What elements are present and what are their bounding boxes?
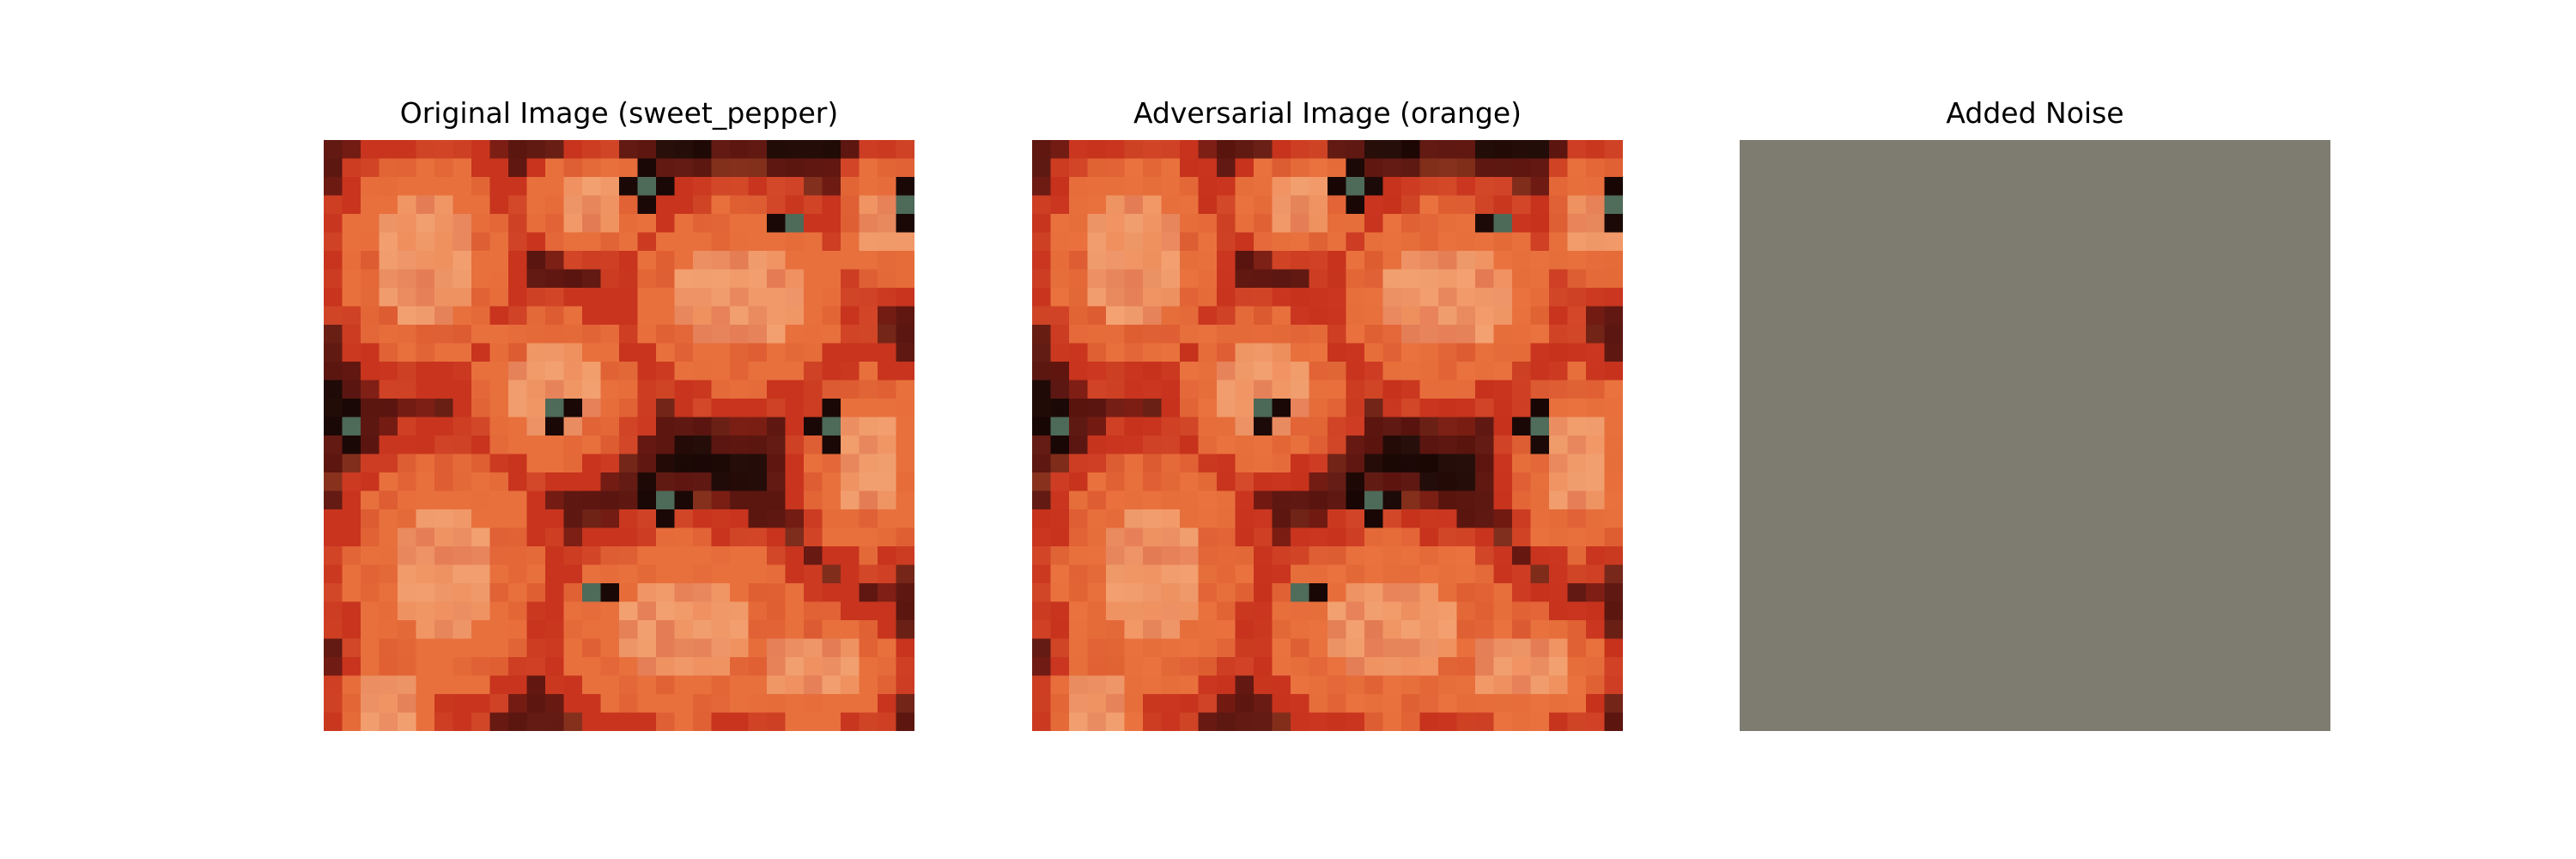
adversarial-image	[1032, 140, 1623, 731]
original-image-panel: Original Image (sweet_pepper)	[324, 0, 914, 859]
original-image	[324, 140, 914, 731]
added-noise-title: Added Noise	[1946, 96, 2124, 130]
added-noise-panel: Added Noise	[1740, 0, 2330, 859]
adversarial-image-title: Adversarial Image (orange)	[1133, 96, 1522, 130]
adversarial-image-panel: Adversarial Image (orange)	[1032, 0, 1623, 859]
added-noise-image	[1740, 140, 2330, 731]
original-image-title: Original Image (sweet_pepper)	[399, 96, 839, 130]
